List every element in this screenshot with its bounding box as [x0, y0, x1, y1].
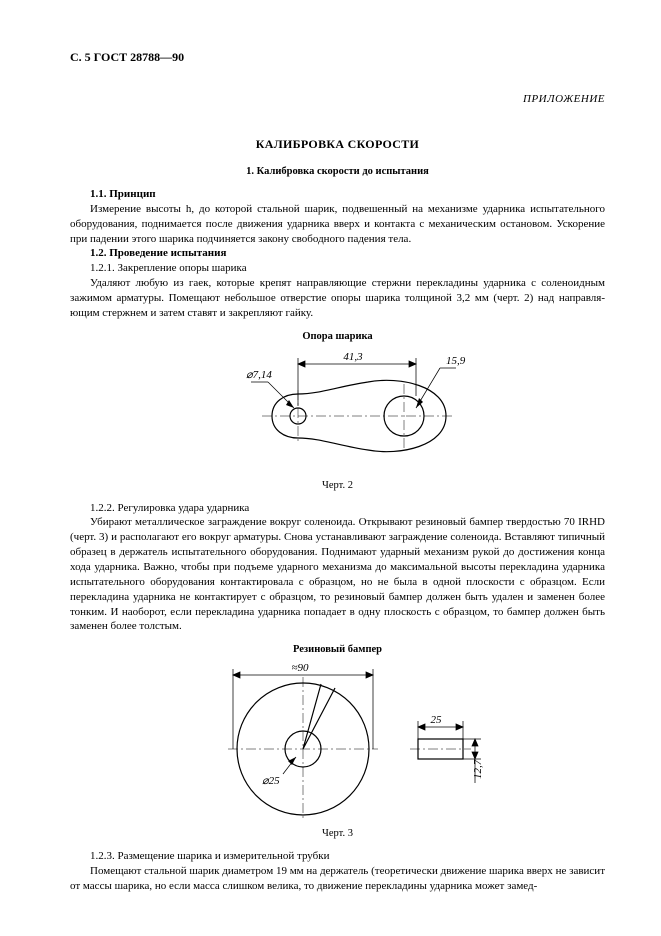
- figure-3-svg: ≈90 ⌀25: [178, 659, 498, 824]
- para-1-1: Измерение высоты h, до которой стальной …: [70, 202, 605, 247]
- figure-3-title: Резиновый бампер: [70, 644, 605, 655]
- dim-span: 41,3: [343, 351, 363, 363]
- dim-h: 12,7: [472, 759, 484, 779]
- running-head: С. 5 ГОСТ 28788—90: [70, 50, 605, 65]
- figure-2-svg: 41,3 15,9 ⌀7,14: [188, 346, 488, 476]
- main-title: КАЛИБРОВКА СКОРОСТИ: [70, 137, 605, 152]
- figure-2-title: Опора шарика: [70, 331, 605, 342]
- figure-3: ≈90 ⌀25: [70, 659, 605, 824]
- heading-1-2-1: 1.2.1. Закрепление опоры шарика: [70, 261, 605, 276]
- figure-2-caption: Черт. 2: [70, 480, 605, 491]
- figure-2: 41,3 15,9 ⌀7,14: [70, 346, 605, 476]
- dim-id: ⌀25: [262, 775, 280, 787]
- dim-left: ⌀7,14: [246, 369, 272, 381]
- page: С. 5 ГОСТ 28788—90 ПРИЛОЖЕНИЕ КАЛИБРОВКА…: [0, 0, 661, 936]
- appendix-label: ПРИЛОЖЕНИЕ: [70, 93, 605, 105]
- para-1-2-2: Убирают металлическое заграждение вокруг…: [70, 515, 605, 634]
- para-1-2-3: Помещают стальной шарик диаметром 19 мм …: [70, 864, 605, 894]
- section-1-title: 1. Калибровка скорости до испытания: [70, 166, 605, 177]
- figure-3-caption: Черт. 3: [70, 828, 605, 839]
- dim-w: 25: [430, 714, 442, 726]
- heading-1-2-3: 1.2.3. Размещение шарика и измерительной…: [70, 849, 605, 864]
- para-1-2-1: Удаляют любую из гаек, которые крепят на…: [70, 276, 605, 321]
- dim-right: 15,9: [446, 355, 466, 367]
- heading-1-1: 1.1. Принцип: [70, 187, 605, 202]
- heading-1-2: 1.2. Проведение испытания: [70, 246, 605, 261]
- dim-od: ≈90: [291, 662, 309, 674]
- heading-1-2-2: 1.2.2. Регулировка удара ударника: [70, 501, 605, 516]
